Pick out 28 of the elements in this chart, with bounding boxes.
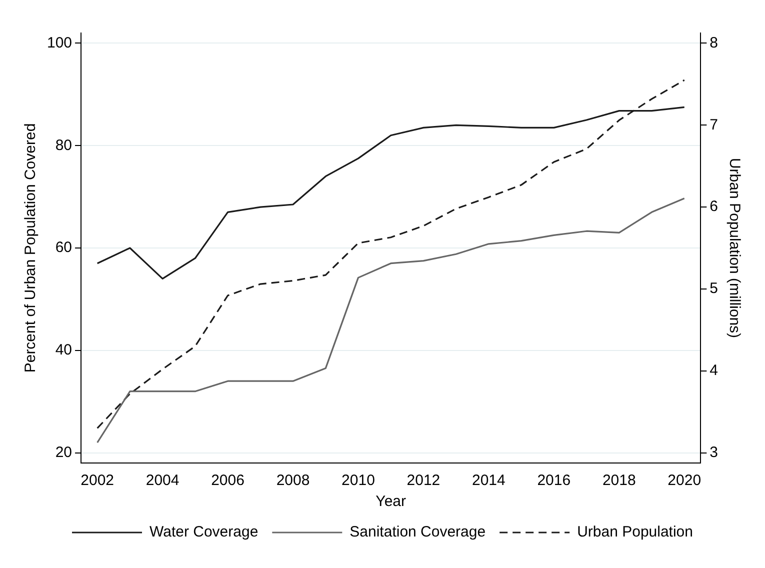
y2-tick-label: 4 (710, 362, 718, 379)
x-tick-label: 2012 (406, 472, 440, 490)
x-axis-title: Year (376, 493, 406, 510)
y-tick-label: 80 (55, 136, 72, 154)
x-tick-label: 2014 (472, 472, 506, 490)
x-tick-label: 2006 (211, 472, 244, 490)
legend-label: Water Coverage (150, 524, 258, 541)
y2-tick-label: 3 (710, 444, 718, 461)
legend-label: Urban Population (577, 524, 694, 541)
x-tick-label: 2008 (276, 472, 310, 490)
x-tick-label: 2010 (342, 472, 375, 490)
y-tick-label: 100 (46, 34, 72, 52)
y-axis-title: Percent of Urban Population Covered (22, 123, 40, 373)
y2-tick-label: 7 (710, 116, 718, 134)
y-tick-label: 60 (55, 239, 72, 256)
line-series (96, 79, 686, 429)
x-tick-label: 2002 (80, 472, 114, 490)
y2-axis-title: Urban Population (millions) (726, 158, 743, 338)
x-tick-label: 2016 (537, 472, 571, 490)
y2-tick-label: 6 (710, 198, 718, 216)
x-tick-label: 2004 (146, 472, 180, 490)
legend-label: Sanitation Coverage (350, 524, 486, 541)
y-tick-label: 20 (55, 444, 72, 461)
x-tick-label: 2018 (602, 472, 636, 490)
y-tick-label: 40 (55, 342, 72, 359)
y2-tick-label: 8 (710, 34, 718, 52)
y2-tick-label: 5 (710, 280, 718, 298)
x-tick-label: 2020 (668, 472, 702, 490)
